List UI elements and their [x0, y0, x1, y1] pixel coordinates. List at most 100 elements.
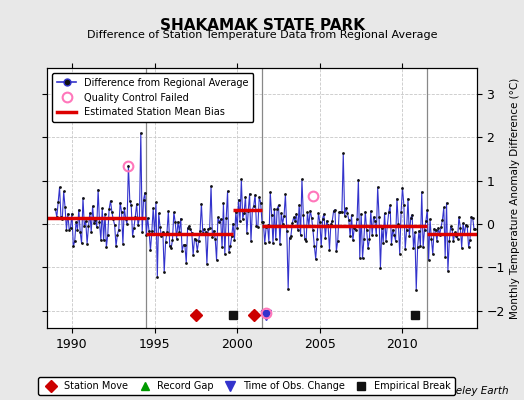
- Point: [302, 238, 310, 244]
- Point: [135, 215, 144, 221]
- Point: [157, 233, 166, 240]
- Point: [368, 232, 376, 238]
- Point: [391, 238, 400, 244]
- Point: [397, 209, 405, 215]
- Point: [142, 232, 150, 238]
- Point: [284, 286, 292, 292]
- Point: [389, 226, 397, 233]
- Point: [335, 209, 343, 216]
- Point: [299, 212, 308, 218]
- Point: [164, 208, 172, 214]
- Point: [287, 233, 295, 239]
- Point: [345, 216, 353, 223]
- Point: [420, 226, 429, 233]
- Point: [54, 199, 62, 206]
- Point: [115, 226, 123, 233]
- Point: [310, 243, 319, 249]
- Point: [203, 261, 211, 267]
- Point: [83, 240, 91, 247]
- Point: [251, 192, 259, 198]
- Point: [437, 224, 445, 230]
- Point: [200, 226, 209, 232]
- Point: [319, 215, 327, 222]
- Point: [411, 229, 419, 236]
- Point: [222, 215, 231, 222]
- Point: [240, 210, 248, 216]
- Point: [205, 225, 214, 231]
- Point: [78, 240, 86, 246]
- Point: [441, 253, 450, 260]
- Point: [76, 229, 84, 236]
- Point: [359, 236, 368, 242]
- Point: [208, 234, 216, 240]
- Point: [353, 216, 361, 223]
- Point: [266, 189, 275, 196]
- Point: [128, 233, 137, 239]
- Point: [177, 215, 185, 222]
- Point: [470, 226, 478, 232]
- Point: [394, 221, 402, 227]
- Point: [52, 214, 61, 220]
- Point: [326, 221, 335, 227]
- Point: [409, 244, 418, 251]
- Point: [84, 223, 93, 230]
- Point: [427, 235, 435, 242]
- Point: [426, 216, 434, 222]
- Point: [124, 162, 133, 169]
- Point: [346, 233, 354, 240]
- Point: [237, 176, 246, 183]
- Point: [149, 205, 157, 211]
- Point: [460, 230, 468, 237]
- Point: [109, 216, 117, 223]
- Point: [155, 210, 163, 216]
- Point: [431, 227, 440, 234]
- Point: [100, 237, 108, 244]
- Point: [104, 232, 112, 238]
- Legend: Difference from Regional Average, Quality Control Failed, Estimated Station Mean: Difference from Regional Average, Qualit…: [52, 73, 254, 122]
- Point: [464, 244, 473, 250]
- Point: [367, 208, 375, 214]
- Point: [260, 240, 269, 246]
- Point: [343, 210, 352, 216]
- Point: [85, 210, 94, 216]
- Point: [175, 228, 183, 235]
- Point: [233, 224, 242, 231]
- Point: [297, 232, 305, 239]
- Point: [455, 214, 463, 220]
- Point: [438, 217, 446, 223]
- Point: [153, 274, 161, 280]
- Point: [446, 223, 455, 230]
- Point: [179, 242, 188, 248]
- Point: [150, 231, 159, 237]
- Point: [127, 202, 135, 208]
- Point: [323, 218, 331, 224]
- Point: [51, 206, 60, 212]
- Point: [300, 236, 309, 242]
- Point: [152, 199, 160, 206]
- Point: [216, 216, 225, 222]
- Point: [336, 208, 345, 215]
- Point: [404, 196, 412, 202]
- Point: [330, 208, 338, 214]
- Point: [111, 222, 119, 228]
- Point: [91, 216, 100, 223]
- Point: [256, 200, 265, 206]
- Point: [60, 188, 68, 195]
- Point: [387, 240, 396, 247]
- Point: [166, 242, 174, 249]
- Point: [430, 225, 439, 232]
- Point: [113, 231, 122, 238]
- Point: [376, 264, 385, 271]
- Point: [471, 226, 479, 232]
- Point: [95, 219, 104, 226]
- Point: [241, 194, 249, 200]
- Point: [291, 218, 299, 224]
- Point: [328, 218, 336, 224]
- Point: [365, 236, 374, 242]
- Point: [160, 269, 168, 276]
- Point: [61, 204, 69, 211]
- Point: [161, 239, 170, 245]
- Point: [451, 229, 459, 236]
- Point: [252, 223, 260, 229]
- Point: [295, 202, 303, 208]
